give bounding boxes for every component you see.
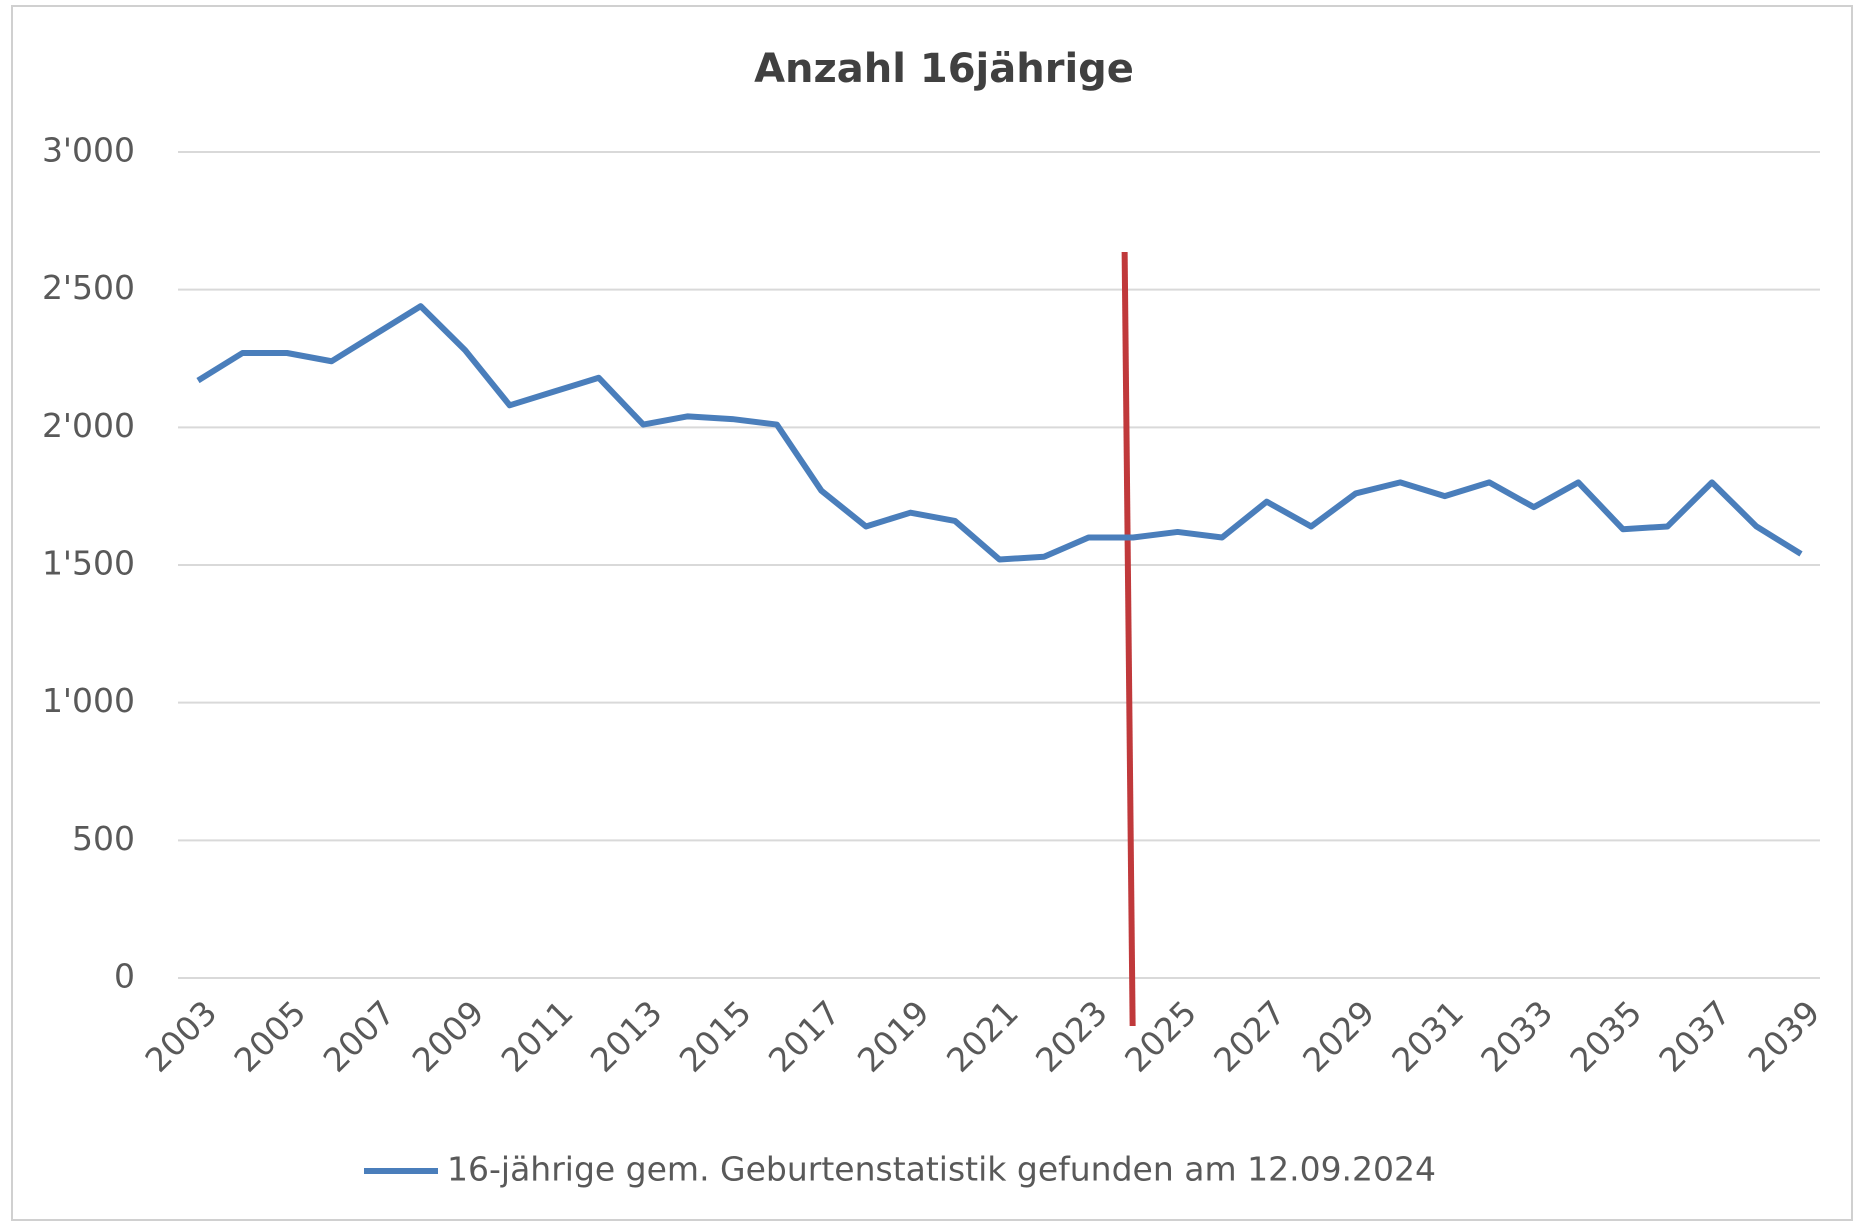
y-tick-label: 500	[72, 819, 135, 858]
y-tick-label: 1'500	[42, 544, 135, 583]
y-tick-label: 2'000	[42, 406, 135, 445]
y-tick-label: 0	[114, 957, 135, 996]
data-line	[196, 303, 1803, 563]
chart-frame	[11, 5, 1853, 1221]
y-tick-label: 2'500	[42, 268, 135, 307]
y-tick-label: 1'000	[42, 681, 135, 720]
legend-label: 16-jährige gem. Geburtenstatistik gefund…	[447, 1150, 1436, 1189]
chart-title: Anzahl 16jährige	[754, 46, 1134, 92]
y-tick-label: 3'000	[42, 131, 135, 170]
reference-line	[1121, 251, 1136, 1027]
